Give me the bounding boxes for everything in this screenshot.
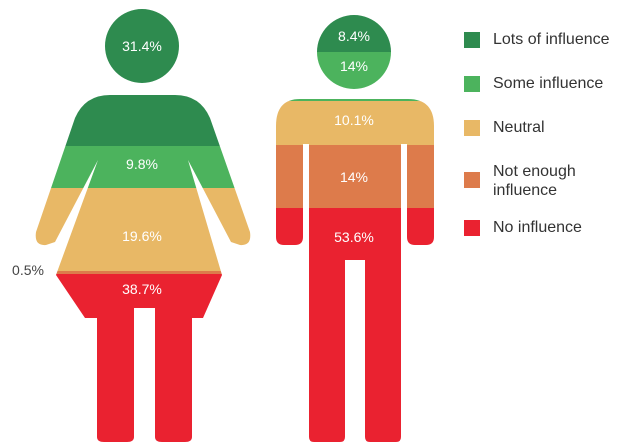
legend-swatch	[464, 32, 480, 48]
man-segment-some-influence	[276, 52, 434, 101]
legend-label: Neutral	[493, 119, 545, 136]
woman-label-no-influence: 38.7%	[122, 281, 162, 297]
man-label-neutral: 10.1%	[334, 112, 374, 128]
woman-segment-not-enough-influence	[35, 271, 251, 274]
legend-item-no-influence: No influence	[464, 216, 630, 238]
man-label-no-influence: 53.6%	[334, 229, 374, 245]
legend-swatch	[464, 76, 480, 92]
legend-swatch	[464, 120, 480, 136]
woman-segment-some-influence	[35, 146, 251, 188]
man-segment-neutral	[276, 101, 434, 145]
legend-item-neutral: Neutral	[464, 116, 630, 138]
legend-item-not-enough-influence: Not enough influence	[464, 160, 630, 200]
man-label-lots-of-influence: 8.4%	[338, 28, 370, 44]
legend-swatch	[464, 172, 480, 188]
woman-label-lots-of-influence: 31.4%	[122, 38, 162, 54]
legend-swatch	[464, 220, 480, 236]
legend-label: Not enough influence	[493, 163, 576, 199]
pictogram-chart: 31.4% 9.8% 19.6% 0.5% 38.7% 8.4% 14% 10.…	[12, 9, 434, 442]
man-segment-not-enough-influence	[276, 145, 434, 208]
legend-label: Some influence	[493, 75, 604, 92]
woman-label-some-influence: 9.8%	[126, 156, 158, 172]
man-segment-lots-of-influence	[276, 15, 434, 52]
woman-label-not-enough-influence: 0.5%	[12, 262, 44, 278]
man-label-not-enough-influence: 14%	[340, 169, 368, 185]
legend-label: No influence	[493, 219, 582, 236]
legend-label: Lots of influence	[493, 31, 610, 48]
legend: Lots of influence Some influence Neutral…	[464, 28, 630, 260]
legend-item-lots-of-influence: Lots of influence	[464, 28, 630, 50]
woman-label-neutral: 19.6%	[122, 228, 162, 244]
legend-item-some-influence: Some influence	[464, 72, 630, 94]
man-label-some-influence: 14%	[340, 58, 368, 74]
